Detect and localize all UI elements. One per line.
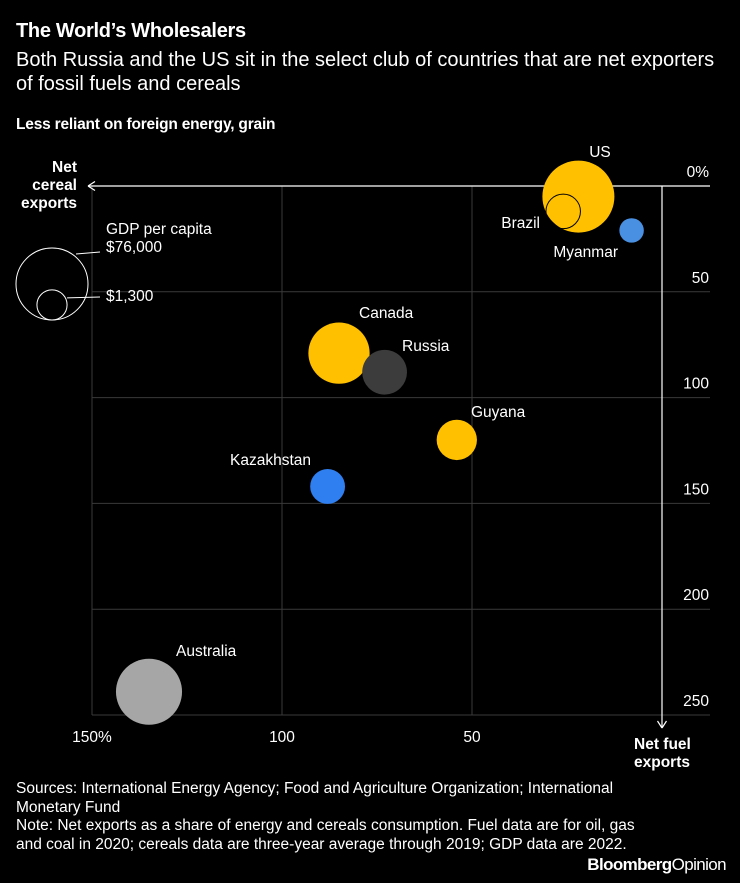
legend-title: GDP per capita xyxy=(106,221,212,238)
bubble-label-kazakhstan: Kazakhstan xyxy=(230,452,311,469)
chart-title: The World’s Wholesalers xyxy=(16,20,246,42)
bubble-label-australia: Australia xyxy=(176,643,237,660)
y-arrow-head xyxy=(87,180,96,192)
chart-subtitle: Both Russia and the US sit in the select… xyxy=(16,49,715,95)
brand-main: Bloomberg xyxy=(587,855,672,874)
x-tick-label: 50 xyxy=(463,729,481,746)
bubble-myanmar xyxy=(619,218,644,243)
bubble-label-russia: Russia xyxy=(402,338,450,355)
bubble-label-brazil: Brazil xyxy=(501,215,540,232)
bubble-brazil xyxy=(545,193,581,230)
y-axis-title-line: Net xyxy=(52,159,77,176)
x-tick-label: 150% xyxy=(72,729,112,746)
top-annotation: Less reliant on foreign energy, grain xyxy=(16,116,276,133)
footer: Sources: International Energy Agency; Fo… xyxy=(16,780,656,854)
bubble-us xyxy=(542,160,615,233)
x-axis-title-line: Net fuel xyxy=(634,736,691,753)
bubble-label-myanmar: Myanmar xyxy=(553,244,618,261)
y-tick-label: 0% xyxy=(687,164,710,181)
bubble-label-us: US xyxy=(589,144,611,161)
x-axis-title-line: exports xyxy=(634,754,690,771)
y-tick-label: 250 xyxy=(683,693,709,710)
y-axis-title-line: exports xyxy=(21,195,77,212)
brand-sub: Opinion xyxy=(671,855,727,874)
bubble-australia xyxy=(115,658,183,725)
y-tick-label: 100 xyxy=(683,376,709,393)
bubble-label-guyana: Guyana xyxy=(471,404,526,421)
x-tick-label: 100 xyxy=(269,729,295,746)
bubble-russia xyxy=(362,349,407,395)
y-tick-label: 200 xyxy=(683,587,709,604)
legend-circle-min xyxy=(36,289,68,321)
x-arrow-head xyxy=(656,720,668,729)
legend-circle-max xyxy=(15,247,89,321)
legend-max-label: $76,000 xyxy=(106,239,162,256)
bubble-guyana xyxy=(436,419,477,461)
legend-leader-max xyxy=(75,251,101,255)
y-axis-title-line: cereal xyxy=(32,177,77,194)
bubble-kazakhstan xyxy=(310,469,346,504)
bubble-canada xyxy=(308,322,370,384)
note-text: Note: Net exports as a share of energy a… xyxy=(16,817,635,853)
legend-min-label: $1,300 xyxy=(106,288,154,305)
sources-text: Sources: International Energy Agency; Fo… xyxy=(16,780,614,816)
legend-leader-min xyxy=(67,296,101,299)
brand-logo: BloombergOpinion xyxy=(587,855,726,875)
y-tick-label: 150 xyxy=(683,481,709,498)
y-tick-label: 50 xyxy=(692,270,710,287)
bubble-label-canada: Canada xyxy=(359,305,414,322)
